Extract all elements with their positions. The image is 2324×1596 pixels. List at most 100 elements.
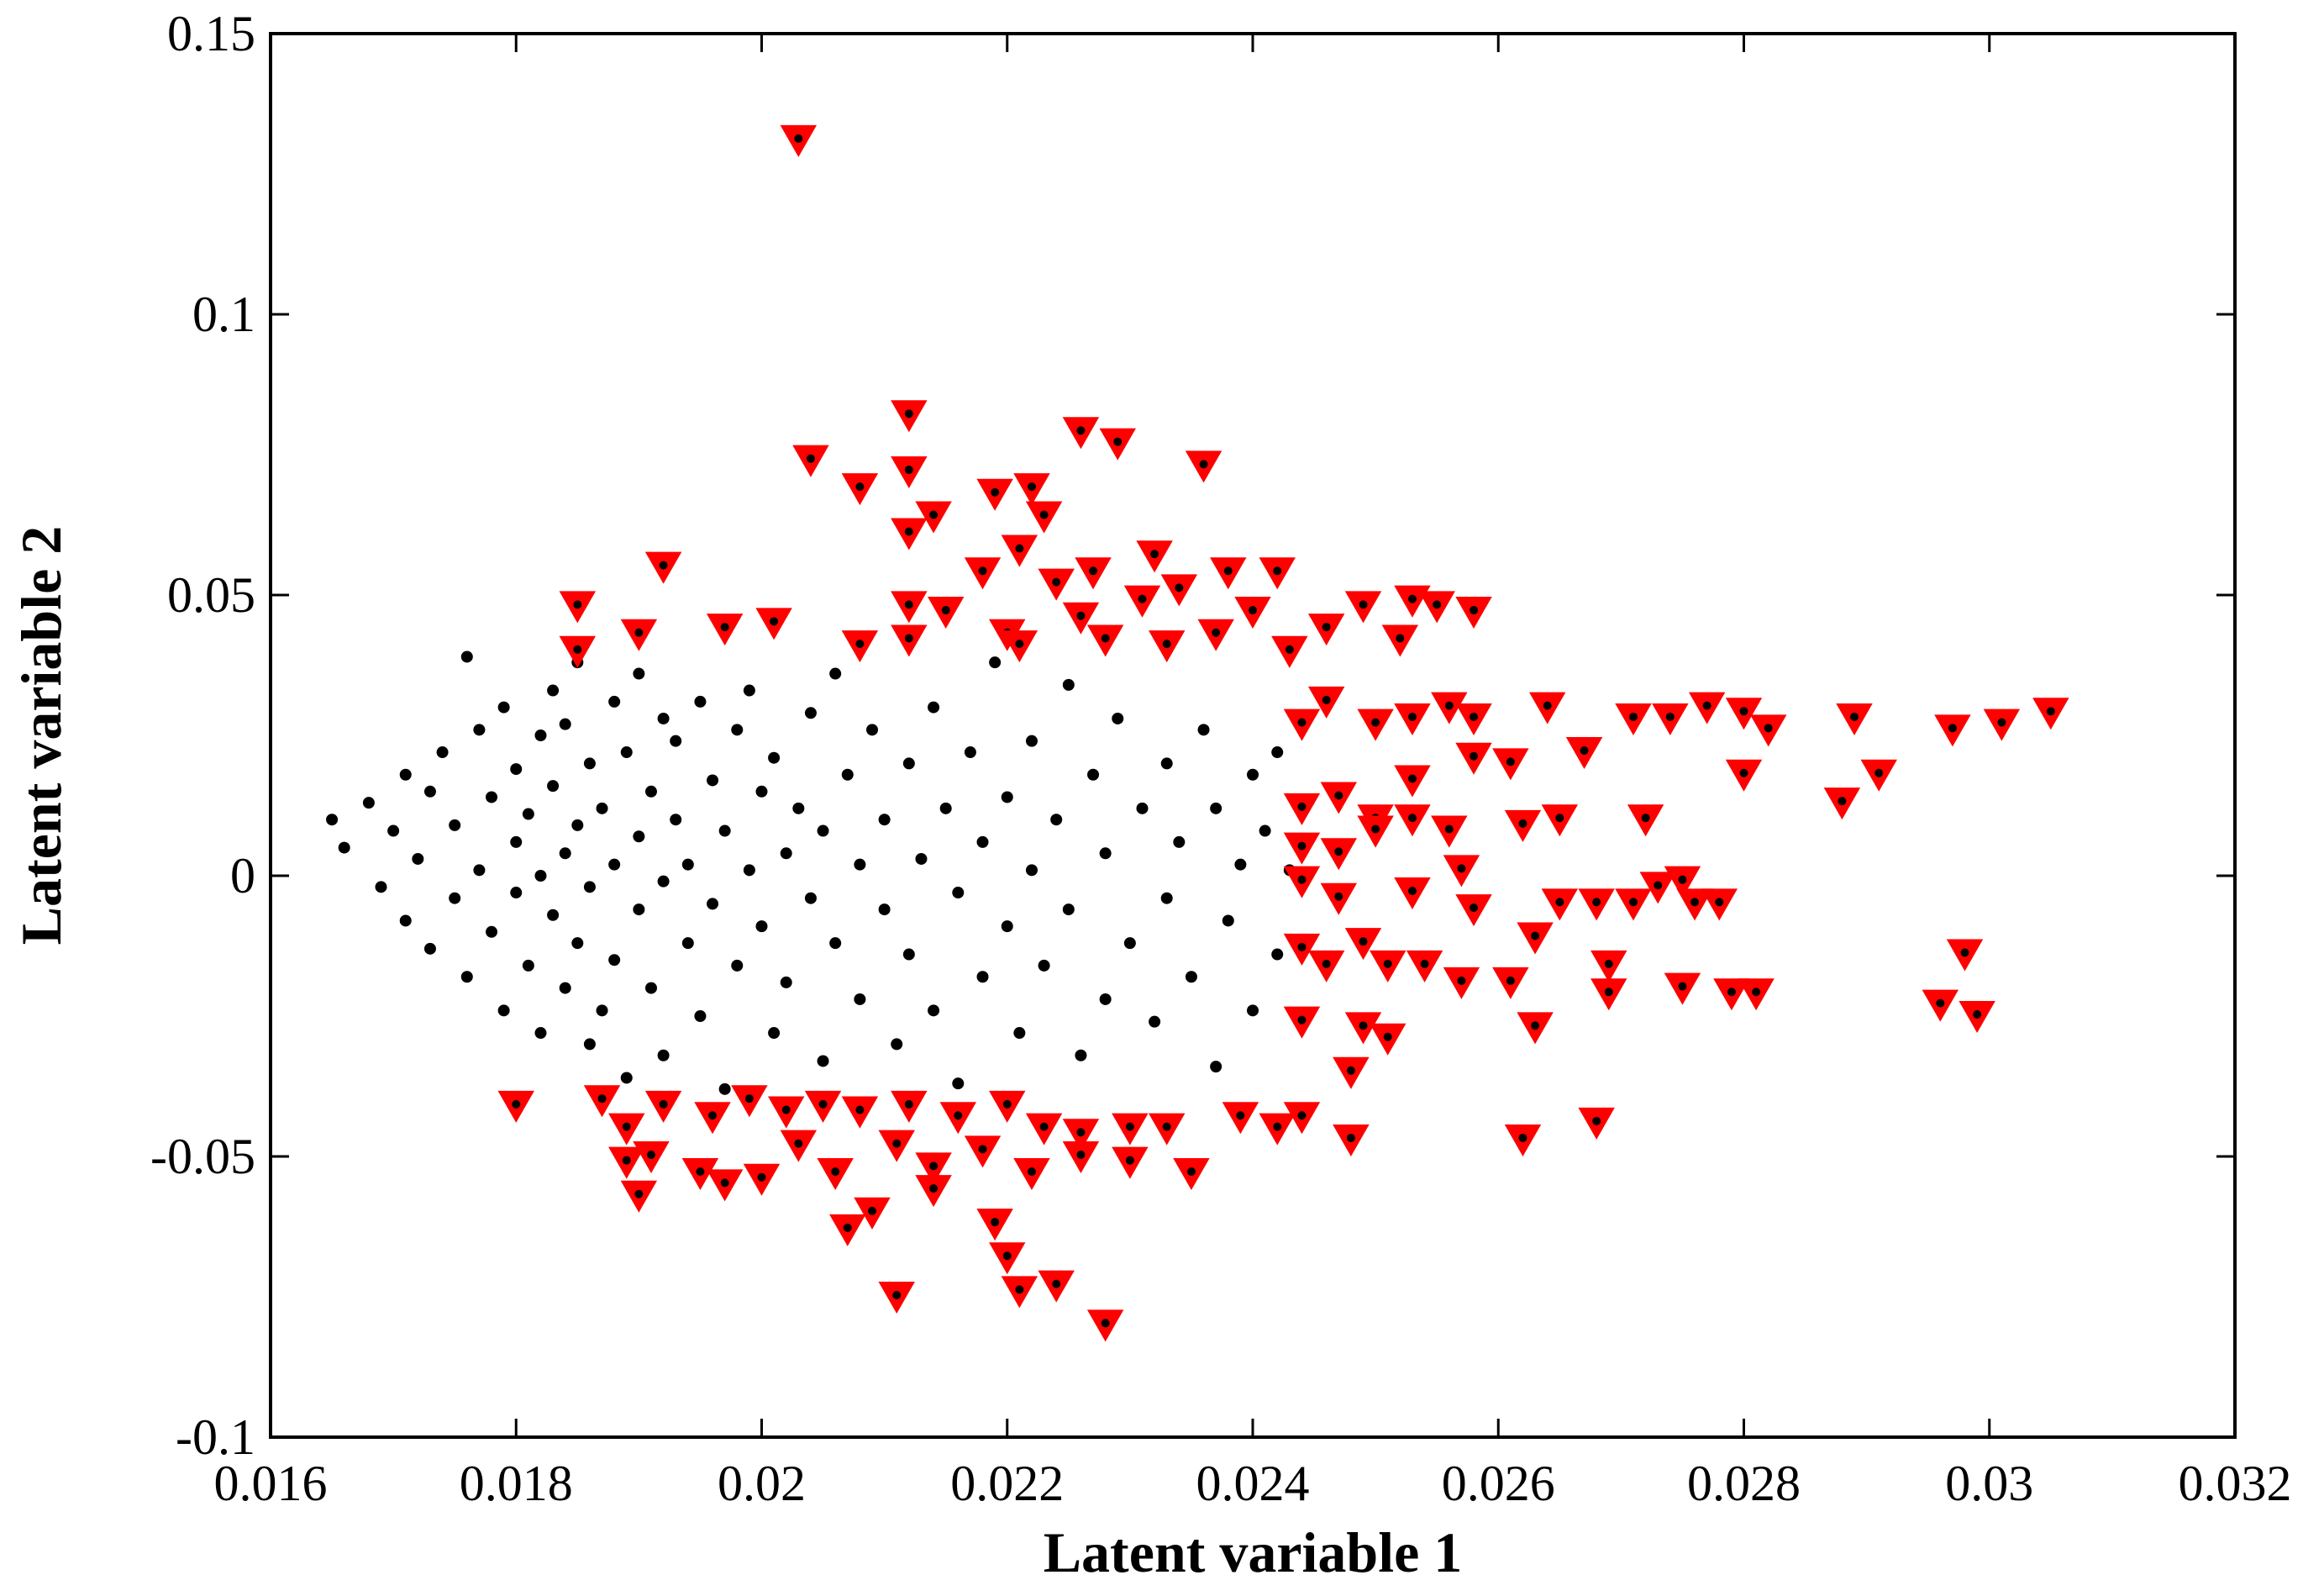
data-point-dot: [1160, 757, 1173, 770]
plot-frame: [269, 32, 2237, 1439]
data-point-triangle-center: [794, 1139, 803, 1148]
x-tick-label: 0.03: [1945, 1456, 2033, 1511]
data-point-triangle-center: [1101, 634, 1110, 643]
data-point-dot: [817, 1055, 829, 1067]
data-point-triangle-center: [1199, 460, 1208, 469]
data-point-triangle-center: [1470, 712, 1479, 721]
data-point-triangle-center: [1273, 1122, 1282, 1131]
data-point-triangle-center: [1052, 577, 1061, 587]
data-point-dot: [1075, 1049, 1087, 1061]
data-point-triangle-center: [1628, 712, 1638, 721]
data-point-dot: [1099, 847, 1112, 860]
data-point-dot: [1136, 802, 1149, 814]
data-point-dot: [804, 707, 817, 719]
data-point-triangle-center: [1641, 814, 1650, 823]
data-point-dot: [755, 920, 768, 933]
data-point-triangle-center: [1175, 583, 1184, 593]
data-point-dot: [460, 971, 473, 983]
data-point-dot: [902, 757, 915, 770]
data-point-triangle-center: [1015, 1285, 1024, 1294]
data-point-dot: [1160, 892, 1173, 904]
data-point-triangle-center: [1150, 550, 1159, 559]
data-point-triangle-center: [904, 634, 913, 643]
data-point-triangle-center: [1138, 594, 1147, 603]
data-point-triangle-center: [1089, 566, 1098, 576]
data-point-triangle-center: [1297, 942, 1307, 951]
data-point-triangle-center: [1850, 712, 1859, 721]
data-point-triangle-center: [1297, 1111, 1307, 1120]
data-point-dot: [841, 768, 854, 781]
data-point-triangle-center: [1396, 634, 1405, 643]
data-point-triangle-center: [978, 1145, 987, 1154]
data-point-dot: [534, 870, 547, 882]
x-tick-label: 0.026: [1442, 1456, 1555, 1511]
data-point-dot: [338, 841, 350, 854]
data-point-dot: [976, 971, 989, 983]
data-point-triangle-center: [1297, 1015, 1307, 1024]
data-point-dot: [792, 802, 805, 814]
data-point-triangle-center: [855, 482, 865, 492]
data-point-triangle-center: [1297, 718, 1307, 727]
data-point-triangle-center: [904, 466, 913, 475]
data-point-dot: [1247, 1004, 1259, 1017]
data-point-triangle-center: [1322, 623, 1331, 632]
data-point-dot: [644, 785, 657, 798]
data-point-dot: [670, 735, 682, 747]
data-point-dot: [522, 959, 534, 972]
data-point-dot: [854, 993, 866, 1005]
data-point-dot: [362, 797, 375, 809]
data-point-dot: [460, 651, 473, 663]
data-point-triangle-center: [855, 1105, 865, 1114]
x-tick-label: 0.02: [718, 1456, 806, 1511]
data-point-dot: [1271, 948, 1284, 961]
data-point-dot: [915, 852, 928, 865]
data-point-dot: [486, 791, 498, 803]
y-tick-label: 0.1: [192, 287, 255, 342]
data-point-dot: [473, 724, 486, 736]
data-point-triangle-center: [855, 640, 865, 649]
data-point-dot: [1025, 864, 1038, 877]
data-point-dot: [387, 824, 400, 837]
data-point-dot: [534, 730, 547, 741]
data-point-dot: [449, 892, 461, 904]
data-point-dot: [1149, 1015, 1161, 1028]
data-point-triangle-center: [904, 1099, 913, 1109]
data-point-dot: [1259, 824, 1271, 837]
data-point-dot: [780, 847, 792, 860]
data-point-triangle-center: [1690, 898, 1700, 907]
data-point-triangle-center: [708, 1111, 718, 1120]
data-point-triangle-center: [1678, 875, 1687, 884]
x-tick-label: 0.018: [460, 1456, 573, 1511]
data-point-dot: [878, 903, 891, 916]
data-point-triangle-center: [1346, 1066, 1355, 1075]
data-point-dot: [510, 835, 523, 848]
data-point-triangle-center: [659, 561, 668, 570]
data-point-triangle-center: [1076, 1128, 1086, 1137]
data-point-dot: [1087, 768, 1100, 781]
data-point-dot: [534, 1027, 547, 1040]
data-point-triangle-center: [1334, 791, 1343, 800]
data-point-triangle-center: [1359, 1021, 1368, 1030]
data-point-triangle-center: [1997, 718, 2006, 727]
data-point-dot: [1271, 746, 1284, 759]
data-marks: [326, 124, 2069, 1342]
data-point-triangle-center: [1592, 898, 1601, 907]
data-point-triangle-center: [512, 1099, 521, 1109]
y-tick-label: -0.1: [176, 1409, 255, 1465]
data-point-triangle-center: [770, 617, 779, 626]
data-point-dot: [952, 887, 965, 899]
data-point-dot: [547, 909, 560, 921]
data-point-triangle-center: [892, 1139, 902, 1148]
data-point-triangle-center: [1715, 898, 1724, 907]
data-point-dot: [571, 819, 584, 831]
data-point-triangle-center: [904, 527, 913, 536]
data-point-dot: [1123, 937, 1136, 950]
data-point-triangle-center: [1543, 701, 1552, 710]
data-point-triangle-center: [1039, 1122, 1049, 1131]
data-point-dot: [608, 695, 621, 708]
data-point-dot: [928, 701, 940, 714]
data-point-triangle-center: [892, 1291, 902, 1299]
data-point-dot: [375, 881, 387, 893]
data-point-dot: [1025, 735, 1038, 747]
